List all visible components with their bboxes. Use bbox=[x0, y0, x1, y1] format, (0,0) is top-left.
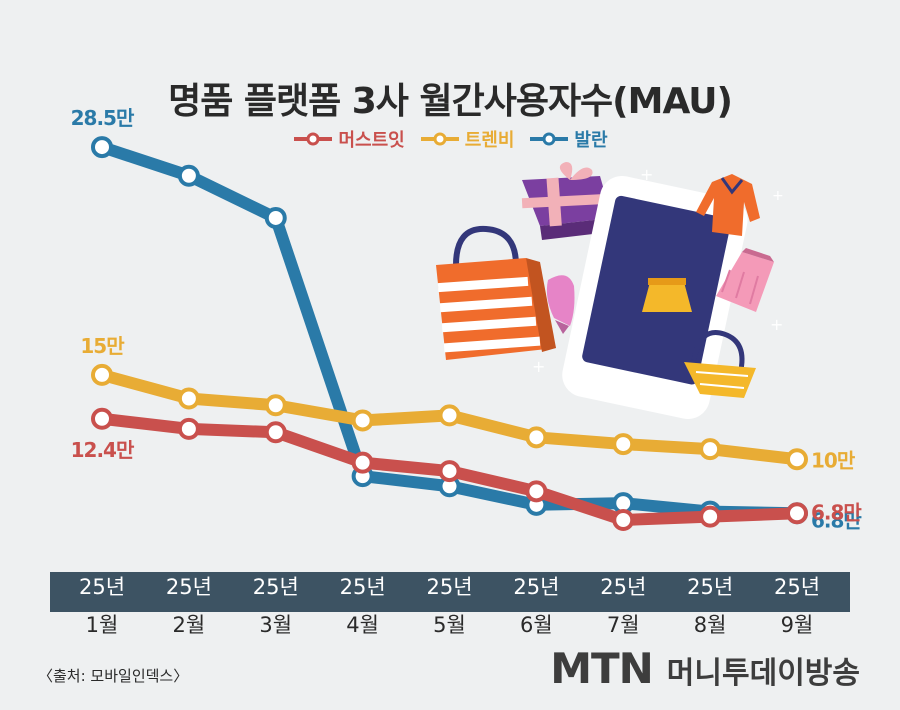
svg-text:+: + bbox=[640, 165, 653, 184]
shoe-icon bbox=[546, 275, 575, 334]
data-point bbox=[699, 438, 722, 461]
legend: 머스트잇 트렌비 발란 bbox=[0, 126, 900, 152]
shopping-illustration: + + + + + bbox=[436, 162, 784, 420]
svg-text:+: + bbox=[690, 396, 702, 412]
data-point bbox=[177, 417, 200, 440]
tick-label-month: 9월 bbox=[781, 613, 814, 637]
legend-swatch bbox=[420, 132, 459, 146]
data-point bbox=[699, 505, 722, 528]
tick-label-month: 1월 bbox=[86, 613, 119, 637]
tick-label-month: 2월 bbox=[173, 613, 206, 637]
series-1 bbox=[91, 363, 808, 471]
jacket-icon bbox=[696, 174, 760, 236]
data-label: 6.8만 bbox=[811, 508, 862, 532]
data-label: 12.4만 bbox=[71, 438, 135, 462]
legend-swatch bbox=[294, 132, 333, 146]
x-axis: 25년 1월 25년 2월 25년 3월 25년 4월 25년 5월 25년 6월 25년 7월 25년 8월… bbox=[79, 575, 820, 637]
tick-label-month: 5월 bbox=[433, 613, 466, 637]
data-point bbox=[351, 451, 374, 474]
shopping-bag-icon bbox=[436, 225, 556, 360]
legend-swatch bbox=[530, 132, 569, 146]
tick-label-year: 25년 bbox=[79, 575, 125, 599]
tick-label-year: 25년 bbox=[687, 575, 733, 599]
x-axis-band bbox=[50, 572, 850, 612]
data-label: 28.5만 bbox=[71, 106, 135, 130]
tick-label-year: 25년 bbox=[253, 575, 299, 599]
tick-label-year: 25년 bbox=[600, 575, 646, 599]
svg-text:+: + bbox=[772, 188, 784, 204]
tick-label-month: 8월 bbox=[694, 613, 727, 637]
skirt-icon bbox=[642, 278, 692, 312]
brand-name: 머니투데이방송 bbox=[666, 656, 860, 691]
svg-text:+: + bbox=[532, 357, 545, 376]
sparkle-icon: + + + + + bbox=[532, 165, 784, 412]
data-point bbox=[264, 206, 287, 229]
data-point bbox=[264, 421, 287, 444]
tick-label-month: 7월 bbox=[607, 613, 640, 637]
tick-label-month: 3월 bbox=[259, 613, 292, 637]
data-point bbox=[525, 426, 548, 449]
data-point bbox=[91, 407, 113, 430]
legend-label: 머스트잇 bbox=[338, 130, 405, 151]
data-point bbox=[177, 164, 200, 187]
data-label: 15만 bbox=[80, 334, 125, 358]
svg-text:+: + bbox=[770, 315, 783, 334]
basket-icon bbox=[684, 330, 756, 398]
data-label: 6.8만 bbox=[811, 500, 862, 524]
data-point bbox=[264, 394, 287, 417]
brand: MTN 머니투데이방송 bbox=[550, 644, 860, 693]
data-point bbox=[438, 460, 461, 483]
tick-label-year: 25년 bbox=[340, 575, 386, 599]
data-labels: 28.5만 6.8만 15만 10만 12.4만 6.8만 bbox=[71, 106, 864, 532]
data-point bbox=[786, 448, 808, 471]
series-layer bbox=[91, 136, 808, 531]
chart-title: 명품 플랫폼 3사 월간사용자수(MAU) bbox=[168, 81, 733, 122]
data-label: 10만 bbox=[811, 448, 856, 472]
tick-label-month: 4월 bbox=[346, 613, 379, 637]
data-point bbox=[525, 480, 548, 503]
tick-label-year: 25년 bbox=[426, 575, 472, 599]
data-point bbox=[351, 409, 374, 432]
data-point bbox=[786, 502, 808, 525]
data-point bbox=[438, 404, 461, 427]
data-point bbox=[91, 363, 113, 386]
tick-label-year: 25년 bbox=[513, 575, 559, 599]
legend-label: 트렌비 bbox=[464, 130, 515, 151]
data-point bbox=[612, 433, 635, 456]
legend-item: 트렌비 bbox=[419, 126, 515, 152]
legend-item: 머스트잇 bbox=[292, 126, 405, 152]
tick-label-month: 6월 bbox=[520, 613, 553, 637]
legend-item: 발란 bbox=[528, 126, 608, 152]
data-point bbox=[91, 136, 113, 159]
source-note: 〈출처: 모바일인덱스〉 bbox=[38, 667, 189, 685]
data-point bbox=[612, 509, 635, 531]
legend-label: 발란 bbox=[574, 130, 608, 151]
series-2 bbox=[91, 407, 808, 531]
tick-label-year: 25년 bbox=[774, 575, 820, 599]
brand-logo: MTN bbox=[550, 644, 654, 693]
tick-label-year: 25년 bbox=[166, 575, 212, 599]
data-point bbox=[177, 387, 200, 410]
lamp-skirt-icon bbox=[716, 248, 774, 312]
